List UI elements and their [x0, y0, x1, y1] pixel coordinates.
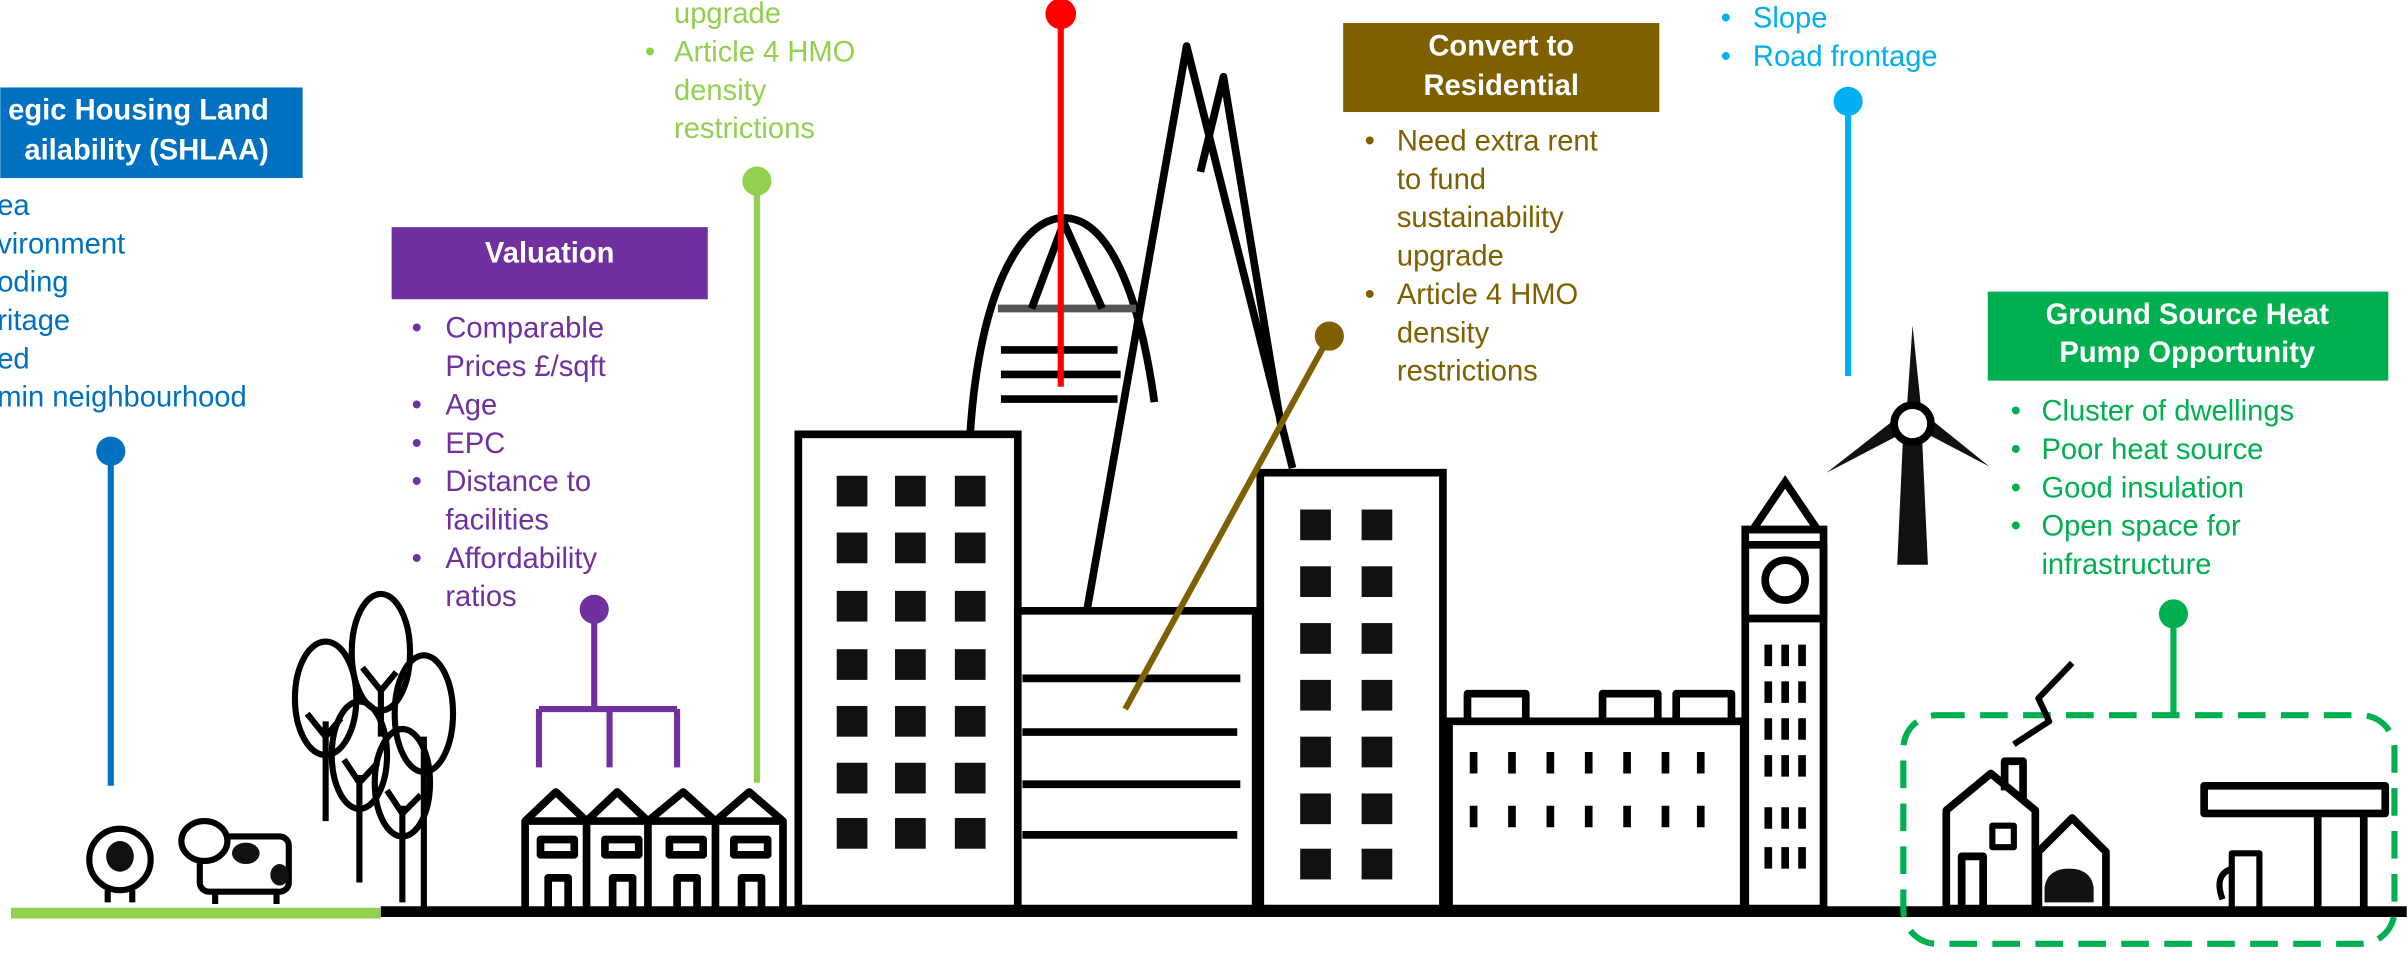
bullet: • — [1365, 279, 1375, 311]
item-text: min neighbourhood — [0, 382, 247, 414]
item-text: Prices £/sqft — [445, 351, 605, 383]
bullet: • — [645, 36, 655, 68]
item-text: ea — [0, 190, 30, 222]
bullet: • — [1721, 3, 1731, 35]
page: {"panels": [ {"color": "#0070c0", "title… — [0, 0, 2407, 954]
pin-head — [1834, 87, 1863, 116]
item-text: restrictions — [1397, 356, 1538, 388]
item-text: Distance to — [445, 466, 591, 498]
item-text: Affordability — [445, 543, 597, 575]
item-text: to fund — [1397, 164, 1486, 196]
item-text: density — [674, 75, 767, 107]
pin-head — [580, 595, 609, 624]
item-text: Article 4 HMO — [674, 36, 855, 68]
bullet: • — [2011, 434, 2021, 466]
bullet: • — [1721, 41, 1731, 73]
item-text: vironment — [0, 228, 125, 260]
bullet: • — [2011, 472, 2021, 504]
item-text: infrastructure — [2041, 549, 2211, 581]
bullet: • — [2011, 396, 2021, 428]
animals — [89, 821, 289, 904]
panel-title: Convert to — [1428, 30, 1574, 62]
item-text: ratios — [445, 581, 516, 613]
item-text: Poor heat source — [2041, 434, 2263, 466]
panel-title: Valuation — [485, 237, 615, 269]
bullet: • — [2011, 511, 2021, 543]
item-text: sustainability — [1397, 202, 1564, 234]
pin-head — [2159, 599, 2188, 628]
panel-title: ailability (SHLAA) — [24, 135, 268, 167]
item-text: density — [1397, 317, 1490, 349]
item-text: Age — [445, 389, 497, 421]
item-text: restrictions — [674, 113, 815, 145]
panel-title: Pump Opportunity — [2059, 337, 2316, 369]
item-text: EPC — [445, 428, 505, 460]
item-text: Article 4 HMO — [1397, 279, 1578, 311]
item-text: upgrade — [1397, 241, 1504, 273]
item-text: oding — [0, 267, 69, 299]
bullet: • — [412, 543, 422, 575]
item-text: Cluster of dwellings — [2041, 396, 2294, 428]
item-text: ed — [0, 343, 30, 375]
bullet: • — [412, 389, 422, 421]
item-text: Good insulation — [2041, 472, 2244, 504]
item-text: Comparable — [445, 313, 604, 345]
bullet: • — [412, 428, 422, 460]
scene: egic Housing Land ailability (SHLAA) • ea • v… — [0, 0, 2407, 950]
bullet: • — [412, 466, 422, 498]
bullet: • — [412, 313, 422, 345]
item-text: upgrade — [674, 0, 781, 30]
item-text: facilities — [445, 505, 549, 537]
item-text: ritage — [0, 305, 70, 337]
pin-head — [1045, 0, 1076, 29]
panel-title: Residential — [1424, 70, 1579, 102]
panel-title: Ground Source Heat — [2046, 299, 2330, 331]
item-text: Need extra rent — [1397, 125, 1598, 157]
pin-head — [742, 167, 771, 196]
item-text: Slope — [1753, 3, 1828, 35]
pin-head — [1315, 322, 1344, 351]
panel-title: egic Housing Land — [8, 95, 269, 127]
pin-head — [96, 437, 125, 466]
item-text: Open space for — [2041, 511, 2241, 543]
bullet: • — [1365, 125, 1375, 157]
item-text: Road frontage — [1753, 41, 1938, 73]
